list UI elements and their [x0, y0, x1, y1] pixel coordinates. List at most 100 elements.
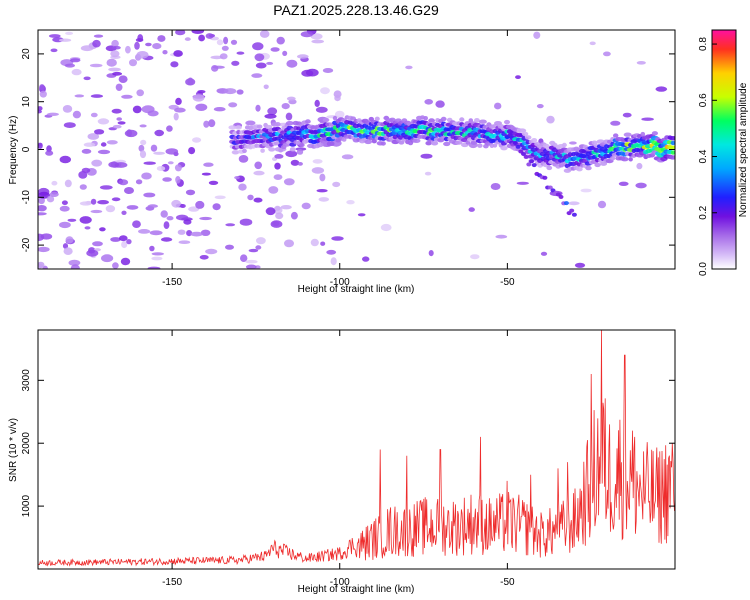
spectrogram-noise-cell — [494, 102, 502, 110]
spectrogram-signal-cell — [260, 148, 265, 153]
spectrogram-noise-cell — [147, 110, 159, 117]
y-tick-label: -20 — [21, 237, 32, 252]
spectrogram-signal-cell — [231, 150, 240, 155]
spectrogram-noise-cell — [143, 161, 156, 165]
spectrogram-noise-cell — [67, 218, 77, 222]
spectrogram-noise-cell — [46, 195, 55, 203]
spectrogram-noise-cell — [191, 30, 205, 34]
spectrogram-noise-cell — [183, 219, 192, 225]
spectrogram-noise-cell — [106, 58, 117, 67]
spectrogram-noise-cell — [230, 39, 238, 45]
spectrogram-signal-cell — [242, 148, 247, 154]
spectrogram-noise-cell — [62, 105, 73, 113]
spectrogram-noise-cell — [310, 33, 323, 40]
spectrogram-noise-cell — [290, 211, 298, 220]
x-tick-label: -150 — [162, 577, 182, 588]
spectrogram-noise-cell — [247, 194, 254, 201]
spectrogram-noise-cell — [223, 36, 229, 45]
spectrogram-signal-cell — [515, 144, 521, 149]
spectrogram-noise-cell — [285, 112, 293, 121]
spectrogram-noise-cell — [533, 31, 541, 39]
spectrogram-noise-cell — [72, 110, 81, 119]
spectrogram-noise-cell — [118, 75, 128, 83]
spectrogram-noise-cell — [275, 212, 284, 220]
spectrogram-signal-cell — [374, 116, 380, 122]
spectrogram-noise-cell — [121, 210, 127, 215]
spectrogram-noise-cell — [569, 141, 577, 145]
spectrogram-noise-cell — [265, 207, 276, 216]
spectrogram-noise-cell — [256, 237, 266, 245]
y-tick-label: -10 — [21, 190, 32, 205]
x-tick-label: -150 — [162, 277, 182, 288]
spectrogram-noise-cell — [205, 33, 214, 39]
spectrogram-noise-cell — [255, 104, 261, 112]
spectrogram-noise-cell — [92, 39, 101, 48]
spectrogram-noise-cell — [315, 106, 328, 113]
spectrogram-noise-cell — [314, 99, 320, 107]
colorbar-label: Normalized spectral amplitude — [738, 82, 749, 217]
spectrogram-noise-cell — [39, 84, 45, 91]
spectrogram-noise-cell — [320, 241, 326, 246]
spectrogram-noise-cell — [198, 34, 206, 42]
spectrogram-signal-cell — [431, 141, 439, 146]
spectrogram-noise-cell — [203, 162, 214, 167]
spectrogram-noise-cell — [284, 239, 294, 248]
snr-series-line — [38, 330, 675, 567]
spectrogram-noise-cell — [79, 184, 87, 190]
spectrogram-signal-cell — [322, 117, 330, 123]
spectrogram-y-ticks: -20 -10 0 10 20 — [21, 48, 675, 252]
spectrogram-noise-cell — [38, 142, 43, 149]
spectrogram-noise-cell — [46, 145, 52, 153]
spectrogram-noise-cell — [121, 240, 128, 249]
spectrogram-signal-cell — [518, 128, 527, 133]
spectrogram-signal-cell — [235, 125, 242, 130]
spectrogram-noise-cell — [312, 159, 323, 164]
spectrogram-noise-cell — [78, 171, 88, 179]
spectrogram-signal-cell — [628, 157, 633, 162]
spectrogram-noise-cell — [255, 245, 262, 250]
spectrogram-noise-cell — [618, 181, 629, 186]
y-tick-label: 0 — [21, 146, 32, 152]
spectrogram-noise-cell — [332, 181, 341, 188]
spectrogram-noise-cell — [428, 250, 434, 257]
spectrogram-noise-cell — [212, 203, 221, 211]
spectrogram-signal-cell — [299, 142, 305, 148]
spectrogram-noise-cell — [188, 147, 196, 155]
colorbar-tick-label: 0.4 — [698, 149, 709, 163]
spectrogram-noise-cell — [195, 200, 205, 209]
spectrogram-noise-cell — [228, 102, 238, 108]
spectrogram-noise-cell — [188, 206, 200, 212]
spectrogram-noise-cell — [138, 144, 145, 152]
colorbar-frame — [711, 29, 737, 270]
spectrogram-ylabel: Frequency (Hz) — [8, 116, 19, 185]
spectrogram-noise-cell — [274, 205, 281, 211]
spectrogram-noise-cell — [574, 262, 586, 268]
spectrogram-noise-cell — [174, 164, 182, 172]
spectrogram-signal-cell — [547, 185, 553, 190]
spectrogram-noise-cell — [101, 254, 114, 263]
spectrogram-noise-cell — [97, 118, 110, 125]
spectrogram-noise-cell — [59, 38, 72, 42]
spectrogram-noise-cell — [70, 264, 80, 269]
spectrogram-noise-cell — [208, 180, 219, 185]
spectrogram-xlabel: Height of straight line (km) — [298, 284, 415, 295]
spectrogram-noise-cell — [90, 94, 103, 98]
spectrogram-noise-cell — [89, 63, 103, 68]
spectrogram-noise-cell — [63, 122, 76, 128]
spectrogram-noise-cell — [173, 112, 179, 121]
spectrogram-noise-cell — [97, 200, 109, 205]
spectrogram-noise-cell — [151, 256, 163, 261]
spectrogram-noise-cell — [171, 199, 181, 208]
spectrogram-noise-cell — [170, 61, 179, 68]
spectrogram-x-ticks: -150 -100 -50 — [162, 30, 515, 288]
spectrogram-noise-cell — [203, 120, 210, 128]
spectrogram-noise-cell — [380, 223, 392, 232]
spectrogram-noise-cell — [147, 266, 161, 269]
spectrogram-signal-cell — [305, 119, 311, 124]
x-tick-label: -50 — [500, 277, 515, 288]
spectrogram-noise-cell — [296, 149, 304, 155]
spectrogram-signal-cell — [558, 194, 564, 199]
spectrogram-noise-cell — [225, 223, 236, 227]
